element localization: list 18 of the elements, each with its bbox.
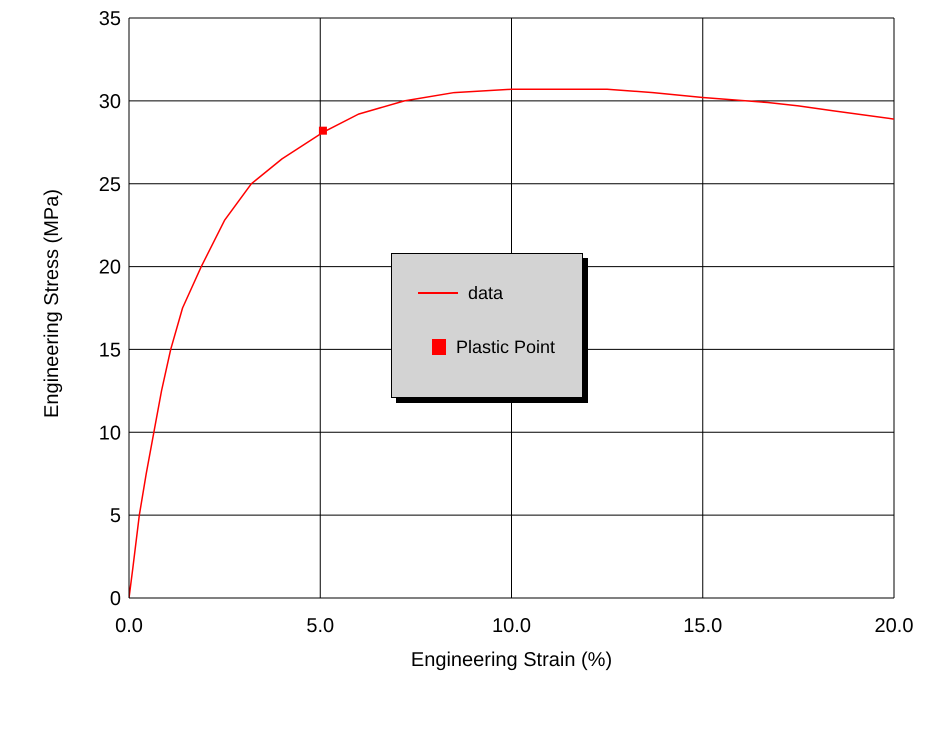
x-tick-label: 10.0 bbox=[492, 615, 531, 638]
x-tick-label: 5.0 bbox=[306, 615, 334, 638]
x-axis-title: Engineering Strain (%) bbox=[410, 649, 612, 671]
y-tick-label: 30 bbox=[98, 90, 121, 113]
y-tick-label: 10 bbox=[98, 422, 121, 444]
y-tick-label: 20 bbox=[98, 256, 121, 279]
y-tick-label: 5 bbox=[110, 505, 121, 528]
y-tick-label: 25 bbox=[98, 174, 121, 196]
y-tick-label: 15 bbox=[98, 340, 121, 362]
y-tick-label: 0 bbox=[110, 588, 121, 610]
line-series bbox=[129, 88, 894, 598]
legend-label: Plastic Point bbox=[456, 336, 556, 358]
x-tick-label: 0.0 bbox=[115, 615, 143, 638]
y-tick-label: 35 bbox=[98, 8, 121, 30]
x-tick-label: 20.0 bbox=[874, 615, 914, 638]
legend-label: data bbox=[468, 282, 504, 304]
y-axis-title: Engineering Stress (MPa) bbox=[41, 189, 64, 418]
x-tick-label: 15.0 bbox=[683, 615, 722, 638]
